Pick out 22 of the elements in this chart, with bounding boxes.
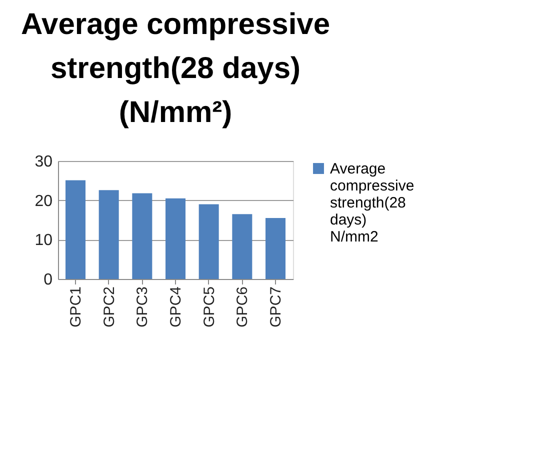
legend-label: Average compressive strength(28 days) N/mm2 (330, 160, 414, 246)
x-tick-label: GPC1 (68, 286, 84, 328)
bar (132, 193, 152, 279)
y-tick-label: 0 (44, 272, 53, 288)
bar (98, 190, 119, 279)
text: (N/mm²) (118, 96, 232, 129)
x-tick-label: GPC2 (100, 286, 118, 328)
bar (266, 218, 286, 279)
x-tick-label: GPC7 (268, 286, 284, 328)
y-tick-label: 30 (34, 154, 53, 170)
bar (198, 204, 219, 279)
x-tick-label: GPC3 (134, 286, 152, 328)
bar (66, 180, 86, 279)
bar (166, 198, 186, 279)
text: strength(28 days) (50, 52, 301, 85)
x-tick-label: GPC5 (200, 286, 218, 328)
y-tick-label: 20 (34, 192, 53, 210)
x-tick-label: GPC6 (234, 286, 252, 328)
bar (232, 214, 252, 279)
text: Average compressive (20, 8, 330, 41)
x-tick-label: GPC4 (168, 286, 184, 328)
y-tick-label: 10 (34, 232, 53, 250)
